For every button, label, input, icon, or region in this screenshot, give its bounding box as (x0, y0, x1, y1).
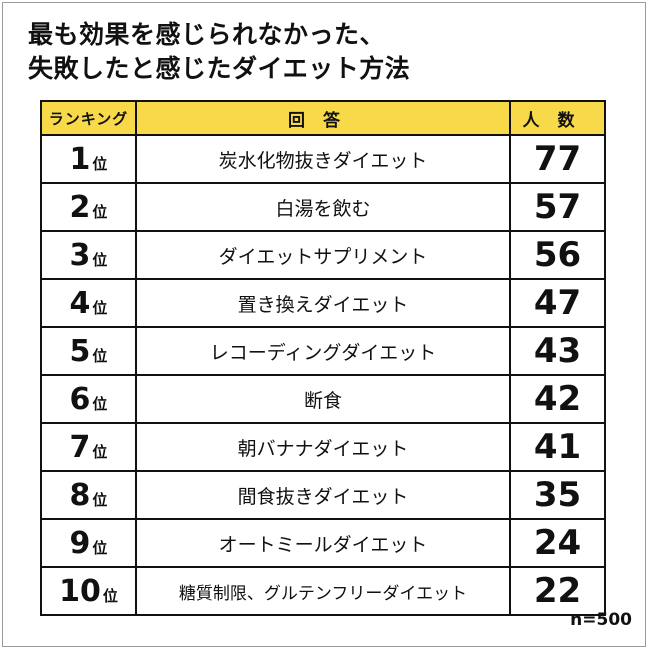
count-cell: 77 (509, 134, 606, 184)
rank-number: 4 (69, 285, 91, 321)
rank-suffix: 位 (92, 154, 108, 173)
page-title: 最も効果を感じられなかった、 失敗したと感じたダイエット方法 (28, 18, 628, 86)
table-row: 3 位ダイエットサプリメント 56 (40, 230, 606, 280)
table-row: 10 位糖質制限、グルテンフリーダイエット 22 (40, 566, 606, 616)
rank-number: 2 (69, 189, 91, 225)
rank-suffix: 位 (102, 586, 118, 605)
count-cell: 56 (509, 230, 606, 280)
answer-cell: レコーディングダイエット (135, 326, 511, 376)
count-cell: 47 (509, 278, 606, 328)
header-rank: ランキング (40, 100, 137, 136)
rank-suffix: 位 (92, 202, 108, 221)
rank-number: 8 (69, 477, 91, 513)
table-body: 1 位炭水化物抜きダイエット 77 2 位白湯を飲む 57 3 位ダイエットサプリメント 56 4… (40, 134, 606, 616)
table-row: 1 位炭水化物抜きダイエット 77 (40, 134, 606, 184)
rank-suffix: 位 (92, 346, 108, 365)
sample-size: n=500 (570, 610, 632, 630)
ranking-table: ランキング 回答 人数 1 位炭水化物抜きダイエット 77 2 位白湯を飲む 57 3 位ダイ… (40, 100, 606, 616)
count-cell: 43 (509, 326, 606, 376)
title-line-1: 最も効果を感じられなかった、 (28, 20, 386, 49)
rank-suffix: 位 (92, 538, 108, 557)
header-answer: 回答 (135, 100, 511, 136)
table-row: 7 位朝バナナダイエット 41 (40, 422, 606, 472)
count-cell: 22 (509, 566, 606, 616)
answer-cell: オートミールダイエット (135, 518, 511, 568)
answer-cell: ダイエットサプリメント (135, 230, 511, 280)
rank-suffix: 位 (92, 250, 108, 269)
answer-cell: 朝バナナダイエット (135, 422, 511, 472)
table-row: 9 位オートミールダイエット 24 (40, 518, 606, 568)
rank-suffix: 位 (92, 490, 108, 509)
rank-number: 5 (69, 333, 91, 369)
answer-cell: 断食 (135, 374, 511, 424)
rank-cell: 10 位 (40, 566, 137, 616)
count-cell: 42 (509, 374, 606, 424)
answer-cell: 白湯を飲む (135, 182, 511, 232)
table-row: 5 位レコーディングダイエット 43 (40, 326, 606, 376)
rank-number: 10 (59, 573, 101, 609)
count-cell: 24 (509, 518, 606, 568)
answer-cell: 間食抜きダイエット (135, 470, 511, 520)
answer-cell: 置き換えダイエット (135, 278, 511, 328)
rank-number: 9 (69, 525, 91, 561)
rank-number: 6 (69, 381, 91, 417)
rank-suffix: 位 (92, 298, 108, 317)
count-cell: 57 (509, 182, 606, 232)
table-row: 8 位間食抜きダイエット 35 (40, 470, 606, 520)
rank-suffix: 位 (92, 394, 108, 413)
rank-number: 7 (69, 429, 91, 465)
header-count: 人数 (509, 100, 606, 136)
table-row: 2 位白湯を飲む 57 (40, 182, 606, 232)
table-header-row: ランキング 回答 人数 (40, 100, 606, 136)
count-cell: 35 (509, 470, 606, 520)
count-cell: 41 (509, 422, 606, 472)
title-line-2: 失敗したと感じたダイエット方法 (28, 54, 411, 83)
table-row: 4 位置き換えダイエット 47 (40, 278, 606, 328)
answer-cell: 糖質制限、グルテンフリーダイエット (135, 566, 511, 616)
rank-suffix: 位 (92, 442, 108, 461)
rank-number: 3 (69, 237, 91, 273)
table-row: 6 位断食 42 (40, 374, 606, 424)
answer-cell: 炭水化物抜きダイエット (135, 134, 511, 184)
rank-number: 1 (69, 141, 91, 177)
